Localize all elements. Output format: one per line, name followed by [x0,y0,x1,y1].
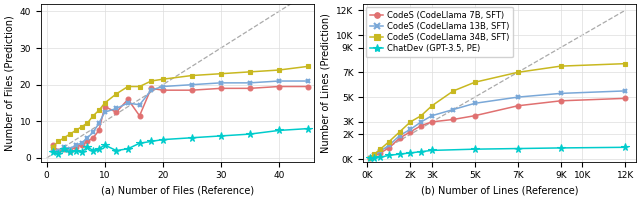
Y-axis label: Number of Lines (Prediction): Number of Lines (Prediction) [321,13,330,153]
Y-axis label: Number of Files (Prediction): Number of Files (Prediction) [4,15,14,151]
Legend: CodeS (CodeLlama 7B, SFT), CodeS (CodeLlama 13B, SFT), CodeS (CodeLlama 34B, SFT: CodeS (CodeLlama 7B, SFT), CodeS (CodeLl… [365,7,513,57]
X-axis label: (a) Number of Files (Reference): (a) Number of Files (Reference) [100,186,254,196]
X-axis label: (b) Number of Lines (Reference): (b) Number of Lines (Reference) [420,186,579,196]
